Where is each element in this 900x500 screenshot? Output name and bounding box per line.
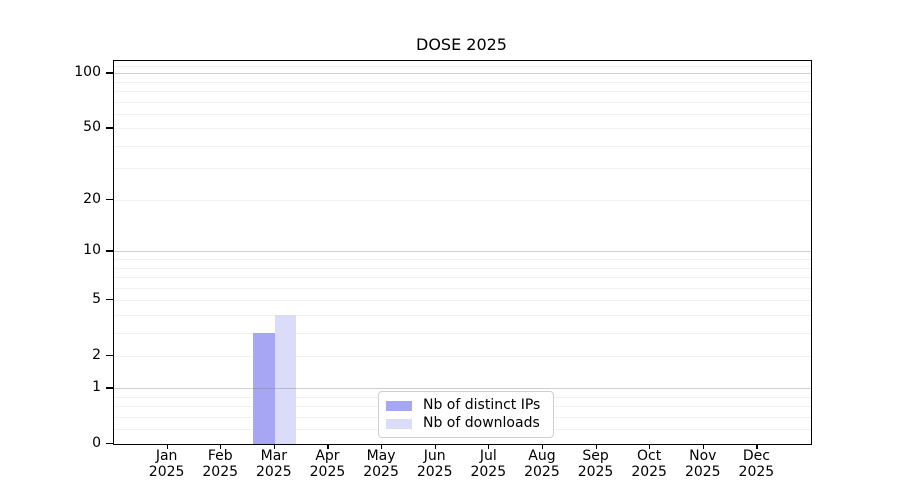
x-tick-label: Mar 2025 xyxy=(256,448,292,480)
y-tick-label: 20 xyxy=(83,190,101,207)
y-tick-label: 2 xyxy=(92,346,101,363)
minor-gridline xyxy=(114,267,811,269)
major-gridline xyxy=(114,388,811,390)
major-gridline xyxy=(114,73,811,75)
distinct-ips-swatch xyxy=(386,400,412,411)
y-tick-mark xyxy=(106,354,113,356)
x-tick-mark xyxy=(434,444,436,449)
minor-gridline xyxy=(114,65,811,67)
x-tick-label: May 2025 xyxy=(363,448,399,480)
x-tick-mark xyxy=(649,444,651,449)
x-tick-label: Jul 2025 xyxy=(470,448,507,480)
minor-gridline xyxy=(114,101,811,103)
x-tick-mark xyxy=(756,444,758,449)
minor-gridline xyxy=(114,287,811,289)
minor-gridline xyxy=(114,199,811,201)
y-tick-mark xyxy=(106,198,113,200)
legend-label: Nb of distinct IPs xyxy=(423,397,541,413)
y-tick-mark xyxy=(106,443,113,445)
y-tick-label: 50 xyxy=(83,119,101,136)
y-tick-label: 0 xyxy=(92,435,101,451)
x-tick-mark xyxy=(273,444,276,449)
minor-gridline xyxy=(114,314,811,316)
bar-nb-of-downloads xyxy=(274,314,297,444)
minor-gridline xyxy=(114,113,811,115)
x-tick-label: Jan 2025 xyxy=(148,448,185,480)
bar-nb-of-distinct-ips xyxy=(253,332,275,444)
minor-gridline xyxy=(114,277,811,279)
x-tick-label: Sep 2025 xyxy=(577,448,614,480)
minor-gridline xyxy=(114,300,811,302)
legend-item-distinct-ips: Nb of distinct IPs xyxy=(386,397,545,414)
x-tick-mark xyxy=(327,444,329,449)
x-tick-label: Dec 2025 xyxy=(738,448,775,480)
x-tick-label: Apr 2025 xyxy=(309,448,346,480)
y-tick-mark xyxy=(106,387,113,389)
x-tick-label: Oct 2025 xyxy=(631,448,667,480)
y-tick-label: 10 xyxy=(83,242,101,259)
minor-gridline xyxy=(114,145,811,147)
x-tick-mark xyxy=(541,444,544,449)
y-tick-label: 5 xyxy=(92,291,101,308)
x-tick-mark xyxy=(595,444,597,449)
x-tick-label: Jun 2025 xyxy=(416,448,453,480)
y-tick-mark xyxy=(106,250,113,252)
downloads-swatch xyxy=(386,418,412,429)
x-tick-label: Nov 2025 xyxy=(684,448,721,480)
y-tick-label: 1 xyxy=(92,379,101,396)
minor-gridline xyxy=(114,168,811,170)
x-tick-mark xyxy=(381,444,383,449)
legend: Nb of distinct IPs Nb of downloads xyxy=(378,391,554,438)
x-tick-label: Feb 2025 xyxy=(202,448,239,480)
x-tick-mark xyxy=(166,444,168,449)
y-tick-label: 100 xyxy=(74,64,101,81)
y-tick-mark xyxy=(106,72,113,74)
legend-item-downloads: Nb of downloads xyxy=(386,415,545,432)
minor-gridline xyxy=(114,91,811,93)
x-tick-label: Aug 2025 xyxy=(524,448,560,480)
x-tick-mark xyxy=(488,444,490,449)
minor-gridline xyxy=(114,128,811,130)
minor-gridline xyxy=(114,259,811,261)
minor-gridline xyxy=(114,332,811,334)
y-tick-mark xyxy=(106,127,113,129)
x-tick-mark xyxy=(702,444,704,449)
x-tick-mark xyxy=(220,444,222,449)
legend-label: Nb of downloads xyxy=(423,415,540,431)
minor-gridline xyxy=(114,81,811,83)
chart-title: DOSE 2025 xyxy=(416,35,507,54)
major-gridline xyxy=(114,251,811,253)
plot-area xyxy=(113,60,812,445)
minor-gridline xyxy=(114,355,811,357)
y-tick-mark xyxy=(106,299,113,301)
